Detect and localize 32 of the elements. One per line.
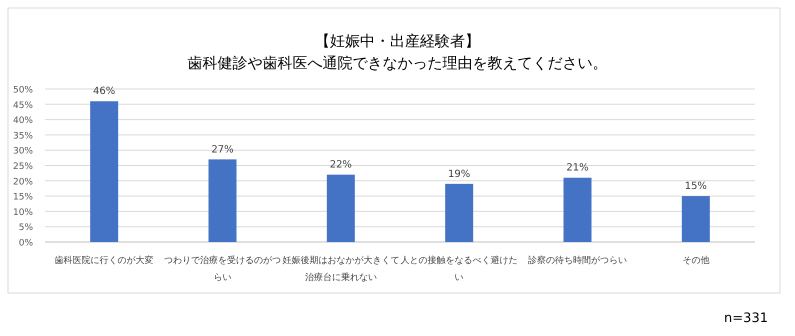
y-tick-label: 30% xyxy=(12,146,34,157)
y-tick-label: 15% xyxy=(12,192,34,203)
chart-title: 【妊娠中・出産経験者】 xyxy=(315,32,480,50)
bar xyxy=(564,178,592,242)
y-tick-label: 45% xyxy=(12,100,34,111)
y-tick-label: 5% xyxy=(18,223,34,234)
chart-subtitle: 歯科健診や歯科医へ通院できなかった理由を教えてください。 xyxy=(188,54,608,72)
bar xyxy=(445,184,474,242)
y-tick-label: 50% xyxy=(12,86,34,96)
y-tick-label: 10% xyxy=(12,208,34,218)
y-tick-label: 25% xyxy=(12,162,34,172)
y-tick-label: 0% xyxy=(18,238,34,248)
data-label: 22% xyxy=(330,160,352,171)
x-tick-label: つわりで治療を受けるのがつらい xyxy=(164,255,281,283)
x-tick-label: その他 xyxy=(682,255,710,266)
y-tick-label: 40% xyxy=(12,116,34,126)
y-tick-label: 35% xyxy=(12,131,34,142)
bar xyxy=(208,159,236,242)
data-label: 15% xyxy=(684,181,707,192)
x-tick-label: 人との接触をなるべく避けたい xyxy=(400,255,518,283)
data-label: 46% xyxy=(93,86,116,98)
x-tick-label: 歯科医院に行くのが大変 xyxy=(54,255,154,266)
y-tick-label: 20% xyxy=(12,177,34,188)
bar xyxy=(682,196,710,242)
bar xyxy=(90,101,118,242)
data-label: 21% xyxy=(566,162,589,174)
text: n=331 xyxy=(724,311,768,326)
bar xyxy=(326,174,355,242)
x-tick-label: 診察の待ち時間がつらい xyxy=(528,255,627,266)
data-label: 19% xyxy=(448,168,470,180)
data-label: 27% xyxy=(211,144,234,156)
x-tick-label: 妊娠後期はおなかが大きくて治療台に乗れない xyxy=(282,255,400,283)
